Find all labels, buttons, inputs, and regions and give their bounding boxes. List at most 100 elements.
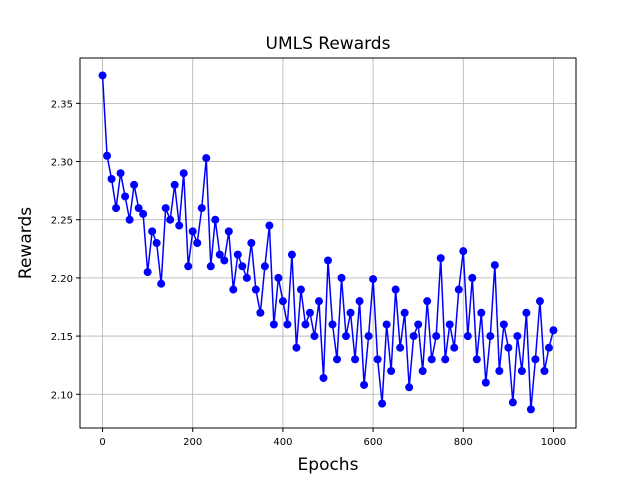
data-point <box>166 215 175 224</box>
y-axis-label: Rewards <box>16 207 36 279</box>
data-point <box>121 192 130 201</box>
data-point <box>134 204 143 213</box>
data-point <box>373 355 382 364</box>
data-point <box>441 355 450 364</box>
data-point <box>170 180 179 189</box>
plot-area <box>98 71 558 414</box>
data-point <box>152 239 161 247</box>
x-tick-label: 200 <box>183 437 202 448</box>
data-point <box>301 320 310 329</box>
data-point <box>544 343 553 352</box>
data-point <box>292 343 301 352</box>
data-point <box>242 273 251 282</box>
data-point <box>423 297 432 306</box>
data-point <box>283 320 292 329</box>
data-point <box>526 405 535 414</box>
data-point <box>157 279 166 288</box>
data-point <box>382 320 391 329</box>
data-point <box>161 204 170 213</box>
data-point <box>391 285 400 294</box>
x-tick-label: 1000 <box>541 437 566 448</box>
x-tick-label: 0 <box>99 437 105 448</box>
data-point <box>337 273 346 282</box>
data-point <box>247 239 256 247</box>
data-point <box>233 250 242 259</box>
data-point <box>287 250 296 259</box>
data-point <box>112 204 121 213</box>
data-point <box>486 332 495 341</box>
y-tick-label: 2.20 <box>51 274 73 285</box>
data-point <box>495 366 504 375</box>
data-point <box>400 308 409 317</box>
data-point <box>211 215 220 224</box>
data-point <box>125 215 134 224</box>
data-point <box>418 366 427 375</box>
y-tick-label: 2.25 <box>51 216 73 227</box>
y-tick-label: 2.30 <box>51 158 73 169</box>
y-tick-label: 2.35 <box>51 99 73 110</box>
data-point <box>107 175 116 184</box>
data-point <box>508 398 517 407</box>
data-point <box>432 332 441 341</box>
data-point <box>148 227 157 236</box>
data-point <box>369 275 378 284</box>
data-point <box>333 355 342 364</box>
y-tick-label: 2.15 <box>51 332 73 343</box>
data-point <box>481 378 490 387</box>
data-point <box>251 285 260 294</box>
data-point <box>472 355 481 364</box>
data-point <box>540 366 549 375</box>
data-point <box>396 343 405 352</box>
data-point <box>206 262 215 271</box>
data-point <box>310 332 319 341</box>
data-point <box>378 399 387 408</box>
data-point <box>490 261 499 270</box>
data-point <box>305 308 314 317</box>
data-point <box>364 332 373 341</box>
data-point <box>387 366 396 375</box>
data-point <box>197 204 206 213</box>
data-point <box>513 332 522 341</box>
data-point <box>116 169 125 178</box>
data-point <box>351 355 360 364</box>
data-point <box>328 320 337 329</box>
data-point <box>531 355 540 364</box>
x-axis-label: Epochs <box>298 455 359 475</box>
data-point <box>260 262 269 271</box>
data-point <box>98 71 107 80</box>
x-tick-label: 400 <box>273 437 292 448</box>
data-point <box>139 209 148 218</box>
data-point <box>220 256 229 265</box>
x-tick-label: 800 <box>454 437 473 448</box>
data-point <box>535 297 544 306</box>
data-point <box>504 343 513 352</box>
data-point <box>193 239 202 247</box>
data-point <box>445 320 454 329</box>
data-point <box>143 268 152 277</box>
data-point <box>202 154 211 163</box>
data-point <box>405 383 414 392</box>
data-point <box>549 326 558 335</box>
data-point <box>450 343 459 352</box>
data-point <box>103 151 112 160</box>
data-point <box>414 320 423 329</box>
data-point <box>355 297 364 306</box>
data-point <box>278 297 287 306</box>
data-point <box>427 355 436 364</box>
data-point <box>229 285 238 294</box>
data-point <box>256 308 265 317</box>
data-point <box>269 320 278 329</box>
data-point <box>463 332 472 341</box>
data-point <box>436 254 445 263</box>
data-point <box>314 297 323 306</box>
data-point <box>238 262 247 271</box>
data-point <box>342 332 351 341</box>
y-tick-label: 2.10 <box>51 390 73 401</box>
data-point <box>409 332 418 341</box>
data-point <box>188 227 197 236</box>
data-point <box>346 308 355 317</box>
data-point <box>477 308 486 317</box>
data-point <box>265 221 274 230</box>
